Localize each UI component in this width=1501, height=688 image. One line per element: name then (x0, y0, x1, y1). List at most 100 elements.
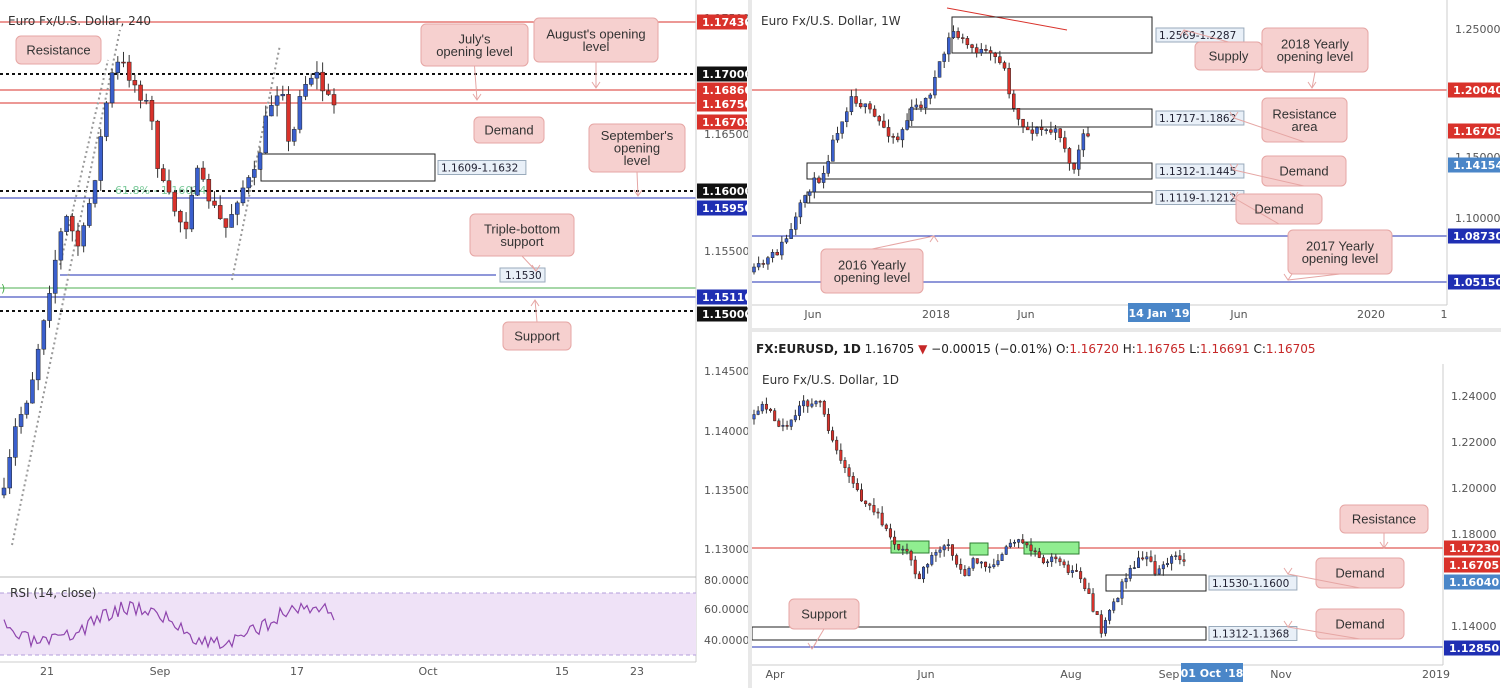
d1-candle (1000, 554, 1004, 561)
h4-price-marker (697, 66, 747, 82)
h4-candle (52, 259, 58, 294)
d1-candle (864, 500, 868, 505)
w1-candle (896, 136, 900, 141)
d1-candle (975, 558, 979, 564)
h4-candle (195, 167, 200, 196)
h4-support-callout-pointer (534, 299, 538, 323)
w1-yearly-2016-callout-arrow-icon (929, 235, 939, 243)
w1-time-tick: 2020 (1357, 308, 1385, 321)
h4-september-callout-arrow-icon (633, 189, 643, 197)
h4-price-marker (697, 14, 747, 30)
h4-time-tick: 21 (40, 665, 54, 678)
w1-candle (965, 38, 970, 46)
w1-demand-zone-1-tag (1155, 163, 1245, 179)
open-label: O: (1056, 342, 1070, 356)
d1-candle (1008, 542, 1012, 547)
d1-candle (1149, 556, 1153, 562)
d1-candle (1141, 557, 1145, 560)
d1-price-tick: 1.24000 (1451, 390, 1497, 403)
w1-candle (1063, 137, 1067, 149)
d1-candle (1099, 614, 1103, 634)
d1-candle (1182, 559, 1186, 562)
w1-candle (919, 104, 923, 109)
weekly-chart-canvas[interactable]: 1.2569-1.2287 1.1717-1.1862 1.1312-1.1445 1… (752, 0, 1501, 328)
w1-candle (817, 177, 821, 183)
w1-candle (845, 111, 849, 123)
w1-price-marker-text: 1.05150 (1453, 276, 1501, 289)
d1-candle (905, 548, 909, 552)
h4-chart-canvas[interactable]: 1.1609-1.1632 1.1530 61.8% - 1.16024) Resis… (0, 0, 748, 688)
w1-price-marker-text: 1.16705 (1453, 125, 1501, 138)
close-value: 1.16705 (1265, 342, 1316, 356)
w1-candle (835, 133, 840, 141)
d1-candle (1137, 557, 1141, 568)
h4-price-tick: 1.15500 (704, 245, 748, 258)
h4-rsi-tick: 40.0000 (704, 634, 748, 647)
daily-chart-canvas[interactable]: 1.1530-1.1600 1.1312-1.1368 Support Resista… (752, 364, 1501, 688)
weekly-chart-panel[interactable]: 1.2569-1.2287 1.1717-1.1862 1.1312-1.1445 1… (752, 0, 1501, 328)
d1-candle (876, 511, 880, 514)
w1-demand-zone-1 (806, 162, 1153, 180)
h4-candle (235, 202, 240, 215)
h4-candle (13, 426, 18, 458)
d1-candle (971, 558, 975, 569)
d1-candle (785, 425, 789, 427)
w1-candle (1021, 118, 1025, 127)
w1-demand-zone-2 (806, 191, 1153, 204)
w1-price-marker (1448, 123, 1500, 139)
w1-date-marker-text: 14 Jan '19 (1129, 307, 1190, 320)
w1-price-marker-text: 1.08730 (1453, 230, 1501, 243)
d1-candle (1041, 557, 1045, 564)
d1-candle (888, 528, 892, 538)
w1-price-marker (1448, 157, 1500, 173)
w1-candle (1030, 129, 1035, 134)
h4-demand-callout-box (473, 116, 545, 144)
w1-demand-zone-2-tag-text: 1.1119-1.1212 (1159, 193, 1236, 205)
daily-chart-panel[interactable]: 1.1530-1.1600 1.1312-1.1368 Support Resista… (752, 364, 1501, 688)
w1-demand-callout-1-pointer (1233, 169, 1305, 187)
d1-candle (831, 430, 835, 441)
d1-demand-highlight-2 (969, 542, 989, 556)
w1-candle (1025, 126, 1030, 131)
d1-candle (1153, 561, 1157, 575)
weekly-chart-title: Euro Fx/U.S. Dollar, 1W (761, 14, 901, 28)
w1-time-tick: 2018 (922, 308, 950, 321)
d1-candle (942, 545, 946, 551)
panel-divider-vertical (748, 0, 752, 688)
d1-candle (1050, 556, 1054, 562)
w1-candle (933, 77, 937, 96)
h4-candle (223, 218, 229, 228)
d1-candle (1075, 570, 1078, 572)
close-label: C: (1253, 342, 1266, 356)
w1-candle (1072, 163, 1076, 170)
d1-candle (988, 566, 992, 569)
d1-candle (1108, 610, 1112, 621)
w1-candle (956, 31, 960, 38)
w1-candle (752, 266, 756, 273)
w1-candle (798, 202, 803, 218)
d1-demand-zone-1-tag-text: 1.1530-1.1600 (1212, 578, 1289, 590)
d1-price-tick: 1.18000 (1451, 528, 1497, 541)
d1-candle (1070, 570, 1074, 573)
d1-candle (1017, 539, 1021, 543)
w1-resistance-zone (908, 108, 1153, 128)
d1-candle (1025, 542, 1029, 546)
d1-candle (913, 559, 917, 575)
h4-price-marker-text: 1.15950 (702, 202, 748, 215)
d1-candle (1091, 593, 1095, 612)
price-change: −0.00015 (−0.01%) (931, 342, 1053, 356)
d1-candle (1004, 546, 1008, 555)
h4-chart-panel[interactable]: 1.1609-1.1632 1.1530 61.8% - 1.16024) Resis… (0, 0, 748, 688)
d1-demand-callout-2-label: Demand (1335, 617, 1384, 632)
d1-candle (1021, 539, 1025, 544)
w1-candle (1076, 149, 1081, 170)
d1-candle (1132, 567, 1136, 569)
d1-time-tick: Aug (1060, 668, 1081, 681)
h4-support-callout-arrow-icon (530, 299, 540, 307)
d1-candle (946, 544, 950, 546)
h4-time-tick: 17 (290, 665, 304, 678)
h4-rsi-tick: 60.0000 (704, 603, 748, 616)
w1-date-marker (1128, 303, 1190, 322)
d1-candle (773, 410, 777, 422)
w1-candle (775, 252, 779, 256)
